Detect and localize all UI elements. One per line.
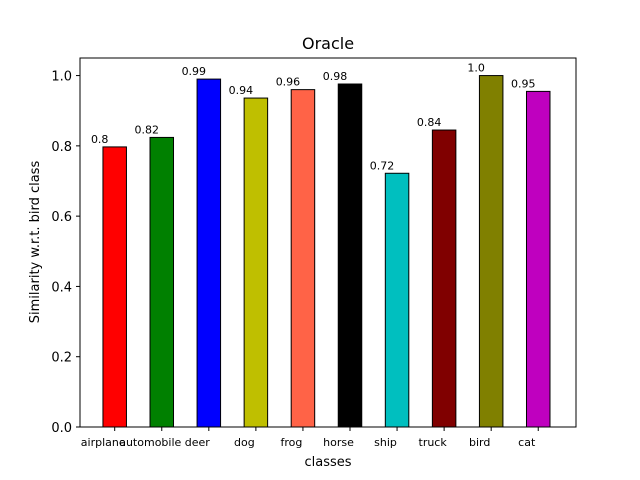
plot-frame xyxy=(79,57,577,428)
y-tick-label: 0.0 xyxy=(51,421,72,436)
bar-bird xyxy=(478,75,504,428)
x-tick-label-truck: truck xyxy=(419,436,448,449)
y-tick-label: 1.0 xyxy=(51,70,72,85)
data-label-cat: 0.95 xyxy=(511,77,536,90)
x-tick-label-frog: frog xyxy=(281,436,303,449)
data-label-airplane: 0.8 xyxy=(91,133,109,146)
data-label-deer: 0.99 xyxy=(182,65,207,78)
x-tick-label-horse: horse xyxy=(323,436,354,449)
bar-cat xyxy=(525,90,551,428)
x-tick-label-ship: ship xyxy=(374,436,397,449)
data-label-ship: 0.72 xyxy=(370,159,395,172)
plot-area: 0.8 0.82 0.99 0.94 0.96 0.98 0.72 0.84 1.0 0.95 0.… xyxy=(51,57,577,449)
data-label-horse: 0.98 xyxy=(323,70,348,83)
bar-frog xyxy=(290,89,316,428)
y-tick-label: 0.8 xyxy=(51,140,72,155)
x-tick-label-cat: cat xyxy=(518,436,536,449)
bar-horse xyxy=(337,83,363,428)
y-tick-label: 0.6 xyxy=(51,210,72,225)
data-label-dog: 0.94 xyxy=(229,84,254,97)
data-label-truck: 0.84 xyxy=(417,116,442,129)
bar-deer xyxy=(196,78,222,428)
bar-truck xyxy=(431,129,457,428)
y-tick-label: 0.2 xyxy=(51,351,72,366)
bar-ship xyxy=(384,172,410,428)
x-tick-label-dog: dog xyxy=(234,436,255,449)
bar-airplane xyxy=(102,146,127,428)
data-label-frog: 0.96 xyxy=(276,76,301,89)
x-tick-label-deer: deer xyxy=(185,436,211,449)
y-tick-label: 0.4 xyxy=(51,280,72,295)
data-label-automobile: 0.82 xyxy=(135,123,160,136)
x-tick-label-airplane: airplane xyxy=(81,436,126,449)
data-label-bird: 1.0 xyxy=(467,62,485,75)
x-axis-label: classes xyxy=(304,455,351,470)
bar-dog xyxy=(243,97,269,428)
x-tick-label-bird: bird xyxy=(469,436,490,449)
chart-title: Oracle xyxy=(302,34,354,53)
y-axis-label: Similarity w.r.t. bird class xyxy=(28,161,43,324)
x-tick-label-automobile: automobile xyxy=(119,436,181,449)
bar-automobile xyxy=(149,136,175,428)
